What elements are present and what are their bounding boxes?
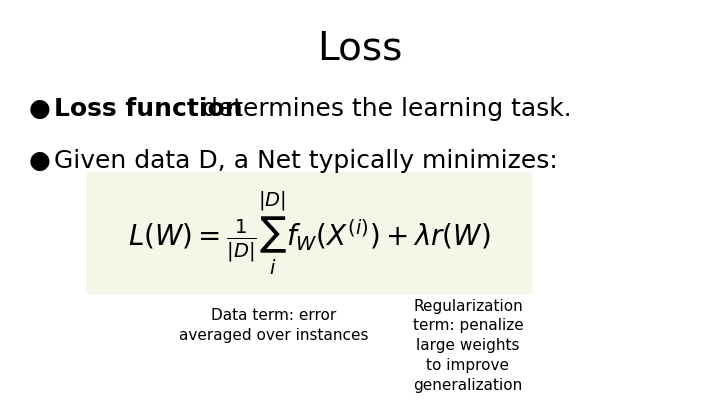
Text: Regularization
term: penalize
large weights
to improve
generalization: Regularization term: penalize large weig… — [413, 298, 523, 393]
Text: ●: ● — [29, 149, 50, 173]
Text: Data term: error
averaged over instances: Data term: error averaged over instances — [179, 308, 369, 343]
Text: Given data D, a Net typically minimizes:: Given data D, a Net typically minimizes: — [54, 149, 558, 173]
Text: determines the learning task.: determines the learning task. — [194, 97, 572, 121]
Text: Loss function: Loss function — [54, 97, 243, 121]
Text: Loss: Loss — [318, 30, 402, 68]
FancyBboxPatch shape — [86, 172, 533, 295]
Text: ●: ● — [29, 97, 50, 121]
Text: $L(W) = \frac{1}{|D|} \sum_{i}^{|D|} f_W\left(X^{(i)}\right) + \lambda r(W)$: $L(W) = \frac{1}{|D|} \sum_{i}^{|D|} f_W… — [128, 190, 491, 277]
